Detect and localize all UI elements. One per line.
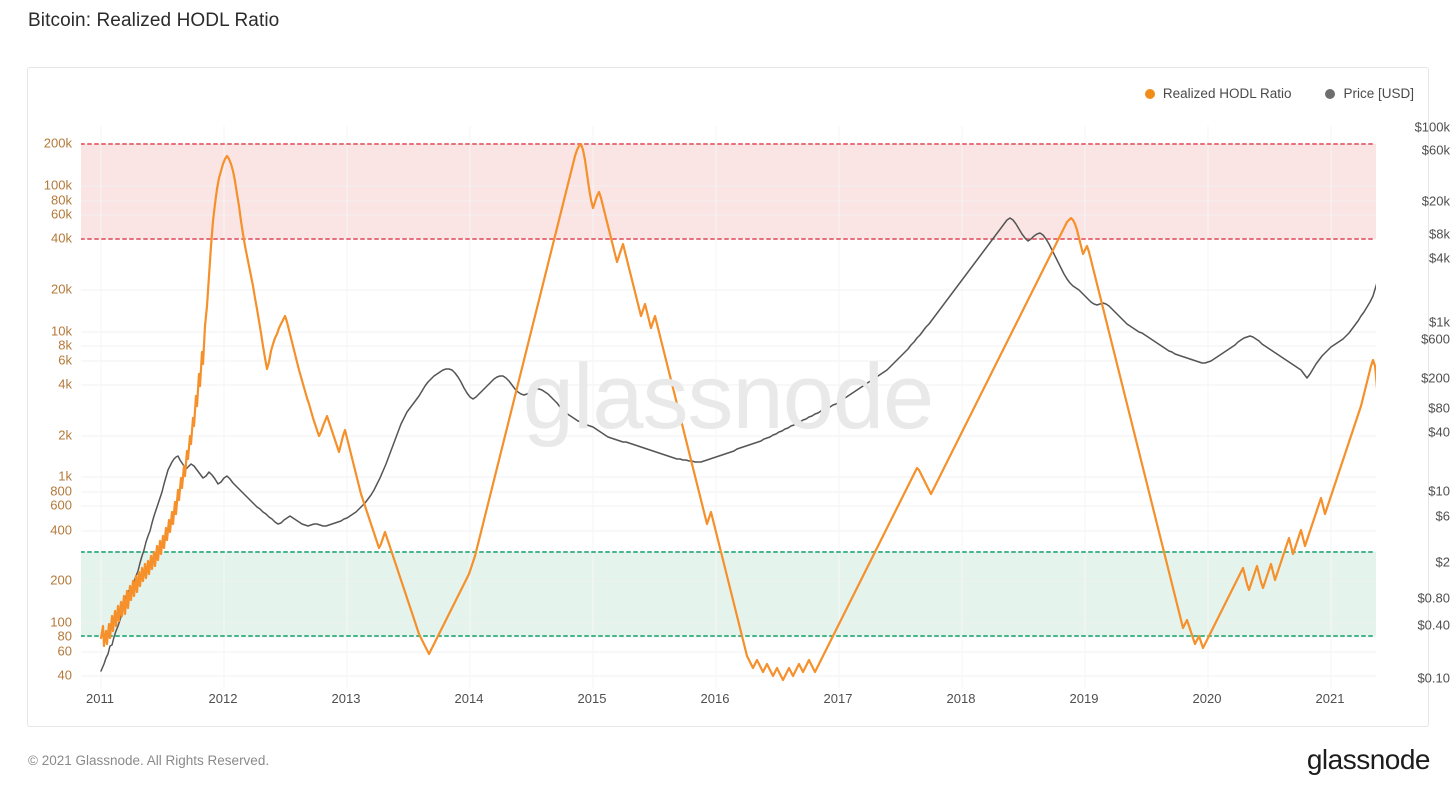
chart-card: Realized HODL Ratio Price [USD] xyxy=(27,67,1429,727)
y-left-tick: 100 xyxy=(50,614,72,630)
y-right-tick: $8k xyxy=(1429,226,1450,242)
chart-legend: Realized HODL Ratio Price [USD] xyxy=(1144,86,1414,101)
y-left-tick: 80k xyxy=(51,192,72,208)
band-boundary-overheated xyxy=(81,143,1376,240)
legend-dot-icon-price xyxy=(1325,88,1336,99)
y-left-tick: 60 xyxy=(57,643,72,659)
y-right-tick: $0.80 xyxy=(1417,590,1450,606)
x-tick: 2012 xyxy=(208,691,238,706)
plot-svg xyxy=(81,126,1376,688)
y-left-tick: 600 xyxy=(50,497,72,513)
y-left-tick: 8k xyxy=(58,337,72,353)
x-tick: 2021 xyxy=(1315,691,1345,706)
y-right-tick: $100k xyxy=(1414,119,1450,135)
footer-logo: glassnode xyxy=(1306,744,1431,775)
y-left-tick: 200 xyxy=(50,572,72,588)
x-tick: 2019 xyxy=(1069,691,1099,706)
y-right-tick: $4k xyxy=(1429,250,1450,266)
y-right-tick: $200 xyxy=(1421,370,1450,386)
y-right-tick: $6 xyxy=(1435,508,1450,524)
y-left-tick: 800 xyxy=(50,483,72,499)
footer-copyright: © 2021 Glassnode. All Rights Reserved. xyxy=(28,753,270,768)
band-accumulation-zone xyxy=(81,552,1376,636)
series-line-realized-hodl-ratio xyxy=(99,142,1376,682)
x-tick: 2014 xyxy=(454,691,484,706)
y-left-tick: 10k xyxy=(51,323,72,339)
y-axis-left: 200k 100k 80k 60k 40k 20k 10k 8k 6k 4k 2… xyxy=(0,125,72,687)
legend-item-realized-hodl-ratio[interactable]: Realized HODL Ratio xyxy=(1144,86,1292,101)
page-title: Bitcoin: Realized HODL Ratio xyxy=(28,10,280,31)
y-left-tick: 4k xyxy=(58,376,72,392)
y-left-tick: 40 xyxy=(57,667,72,683)
y-right-tick: $0.40 xyxy=(1417,617,1450,633)
x-tick: 2011 xyxy=(86,691,114,706)
gridlines-vertical xyxy=(100,126,1332,688)
legend-label-price: Price [USD] xyxy=(1343,86,1414,101)
y-left-tick: 60k xyxy=(51,206,72,222)
x-tick: 2017 xyxy=(823,691,853,706)
y-left-tick: 1k xyxy=(58,468,72,484)
y-right-tick: $10 xyxy=(1428,483,1450,499)
x-tick: 2013 xyxy=(331,691,361,706)
y-axis-right: $100k $60k $20k $8k $4k $1k $600 $200 $8… xyxy=(1380,121,1450,687)
legend-item-price-usd[interactable]: Price [USD] xyxy=(1325,86,1414,101)
legend-dot-icon-ratio xyxy=(1144,88,1155,99)
y-right-tick: $0.10 xyxy=(1417,670,1450,686)
y-right-tick: $2 xyxy=(1435,554,1450,570)
x-axis: 2011 2012 2013 2014 2015 2016 2017 2018 … xyxy=(80,692,1375,716)
y-right-tick: $40 xyxy=(1428,424,1450,440)
y-right-tick: $20k xyxy=(1421,193,1450,209)
x-tick: 2018 xyxy=(946,691,976,706)
band-boundary-accumulation xyxy=(81,551,1376,637)
y-left-tick: 20k xyxy=(51,281,72,297)
band-overheated-zone xyxy=(81,144,1376,239)
y-right-tick: $1k xyxy=(1429,314,1450,330)
y-right-tick: $600 xyxy=(1421,331,1450,347)
y-left-tick: 80 xyxy=(57,628,72,644)
y-left-tick: 6k xyxy=(58,352,72,368)
legend-label-ratio: Realized HODL Ratio xyxy=(1162,86,1292,101)
plot-area xyxy=(81,126,1376,688)
y-right-tick: $60k xyxy=(1421,142,1450,158)
y-right-tick: $80 xyxy=(1428,400,1450,416)
y-left-tick: 2k xyxy=(58,427,72,443)
series-line-price-usd xyxy=(100,217,1376,672)
x-tick: 2020 xyxy=(1192,691,1222,706)
y-left-tick: 200k xyxy=(43,135,72,151)
y-left-tick: 400 xyxy=(50,522,72,538)
y-left-tick: 100k xyxy=(43,177,72,193)
x-tick: 2016 xyxy=(700,691,730,706)
x-tick: 2015 xyxy=(577,691,607,706)
y-left-tick: 40k xyxy=(51,230,72,246)
